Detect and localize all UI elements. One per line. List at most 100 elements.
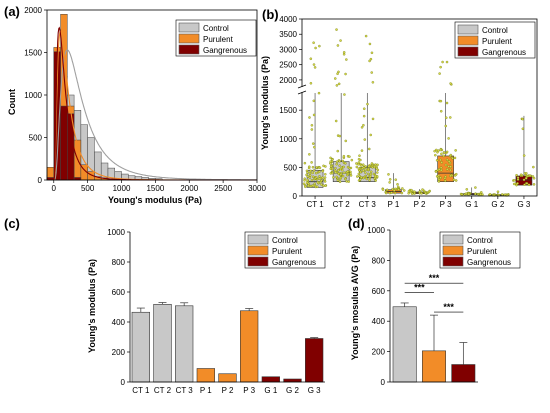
panel-c-bar-g1 bbox=[261, 376, 280, 383]
panel-b-point bbox=[360, 149, 364, 152]
panel-b-point bbox=[309, 82, 313, 85]
panel-c-legend-label: Purulent bbox=[272, 247, 303, 256]
panel-b-point bbox=[311, 171, 314, 175]
panel-b-point bbox=[335, 162, 338, 166]
panel-b-point bbox=[307, 166, 311, 170]
panel-b-point bbox=[304, 185, 307, 189]
panel-b-point bbox=[309, 57, 313, 61]
panel-c-xtick-label: P 1 bbox=[200, 386, 212, 395]
panel-b-point bbox=[368, 178, 371, 182]
panel-c-xtick-label: P 2 bbox=[222, 386, 234, 395]
panel-b-point bbox=[329, 156, 332, 160]
panel-b-point bbox=[376, 168, 380, 172]
panel-b-point bbox=[362, 169, 365, 172]
panel-b-point bbox=[371, 117, 375, 121]
panel-b-point bbox=[474, 192, 477, 196]
panel-b-point bbox=[374, 179, 377, 182]
panel-b-point bbox=[384, 191, 388, 195]
panel-b-point bbox=[308, 153, 311, 156]
panel-d-legend-swatch bbox=[442, 256, 464, 267]
panel-b-point bbox=[323, 176, 327, 179]
panel-b-point bbox=[364, 171, 367, 174]
panel-b-point bbox=[356, 162, 360, 166]
panel-b-point bbox=[355, 165, 359, 169]
panel-b-point bbox=[360, 126, 364, 129]
panel-c-bar-ct2 bbox=[153, 303, 172, 383]
panel-b-point bbox=[360, 176, 363, 179]
panel-b-point bbox=[313, 182, 316, 186]
panel-d-legend-swatch bbox=[442, 245, 464, 256]
panel-b-point bbox=[516, 176, 520, 179]
panel-a-xtick-label: 0 bbox=[52, 184, 57, 193]
panel-c-ytick-label: 0 bbox=[121, 378, 126, 387]
panel-b-point bbox=[449, 82, 452, 85]
panel-d-legend-swatch bbox=[442, 234, 464, 245]
panel-a-xtick-label: 500 bbox=[81, 184, 95, 193]
panel-d-legend-label: Gangrenous bbox=[467, 258, 511, 267]
panel-b-xtick-label: G 3 bbox=[517, 200, 530, 209]
panel-b-legend-label: Purulent bbox=[482, 37, 513, 46]
panel-b-point bbox=[363, 107, 366, 110]
panel-c-legend-swatch bbox=[247, 234, 269, 245]
panel-b-point bbox=[347, 180, 350, 183]
panel-b-point bbox=[349, 172, 352, 175]
panel-c-ytick-label: 1000 bbox=[107, 228, 125, 237]
panel-c-bar-g2 bbox=[283, 378, 302, 383]
panel-c-legend-swatch bbox=[247, 245, 269, 256]
panel-b-point bbox=[393, 191, 397, 195]
panel-b-point bbox=[366, 102, 369, 106]
panel-b-point bbox=[305, 181, 309, 184]
panel-b-point bbox=[350, 158, 354, 162]
panel-b-point bbox=[437, 174, 441, 177]
panel-b-point bbox=[445, 101, 449, 105]
panel-b-point bbox=[334, 77, 337, 80]
panel-b-point bbox=[345, 180, 348, 183]
panel-b-ytick-label: 4000 bbox=[279, 15, 297, 24]
panel-b-point bbox=[424, 191, 427, 195]
panel-c-bar-g3 bbox=[305, 338, 324, 383]
panel-a-legend-swatch bbox=[178, 33, 200, 44]
panel-b-xtick-label: G 1 bbox=[465, 200, 478, 209]
panel-b-point bbox=[488, 193, 492, 196]
panel-d-ylabel: Young's mosulus AVG (Pa) bbox=[350, 246, 360, 360]
panel-b-point bbox=[336, 72, 339, 75]
panel-b-point bbox=[338, 134, 342, 138]
panel-b-point bbox=[439, 166, 443, 169]
panel-b-ytick-label: 2500 bbox=[279, 61, 297, 70]
panel-b-point bbox=[318, 175, 321, 178]
panel-b-point bbox=[314, 175, 318, 179]
panel-b-point bbox=[317, 177, 321, 180]
panel-b-point bbox=[451, 157, 454, 160]
panel-label-a: (a) bbox=[4, 4, 20, 19]
panel-b-point bbox=[339, 39, 342, 42]
panel-b-point bbox=[364, 165, 367, 168]
panel-b-point bbox=[439, 65, 442, 69]
panel-a-ytick-label: 0 bbox=[38, 176, 43, 185]
panel-b-point bbox=[318, 180, 322, 184]
panel-c-bar-ct1 bbox=[131, 311, 150, 383]
panel-b-point bbox=[465, 188, 469, 191]
panel-b-point bbox=[305, 169, 309, 173]
panel-b-point bbox=[311, 175, 315, 178]
panel-b-point bbox=[343, 93, 346, 96]
panel-b-point bbox=[362, 166, 366, 169]
panel-b-point bbox=[385, 188, 389, 192]
panel-c-xtick-label: CT 1 bbox=[132, 386, 150, 395]
panel-b-point bbox=[303, 161, 307, 165]
panel-b-point bbox=[312, 41, 315, 44]
panel-b-point bbox=[387, 173, 390, 176]
panel-d-bar-purulent bbox=[422, 350, 446, 383]
panel-b-xtick-label: G 2 bbox=[491, 200, 504, 209]
panel-b-point bbox=[447, 160, 451, 163]
panel-b-point bbox=[313, 145, 316, 149]
panel-b-point bbox=[374, 175, 377, 179]
panel-b-point bbox=[439, 158, 442, 162]
panel-b-point bbox=[524, 177, 528, 180]
panel-b-point bbox=[392, 189, 396, 192]
panel-b-point bbox=[369, 133, 372, 137]
panel-a-legend-swatch bbox=[178, 44, 200, 55]
panel-b-legend-swatch bbox=[457, 46, 479, 57]
panel-b-point bbox=[439, 176, 442, 179]
panel-b-point bbox=[324, 173, 327, 176]
panel-b-point bbox=[442, 154, 445, 158]
